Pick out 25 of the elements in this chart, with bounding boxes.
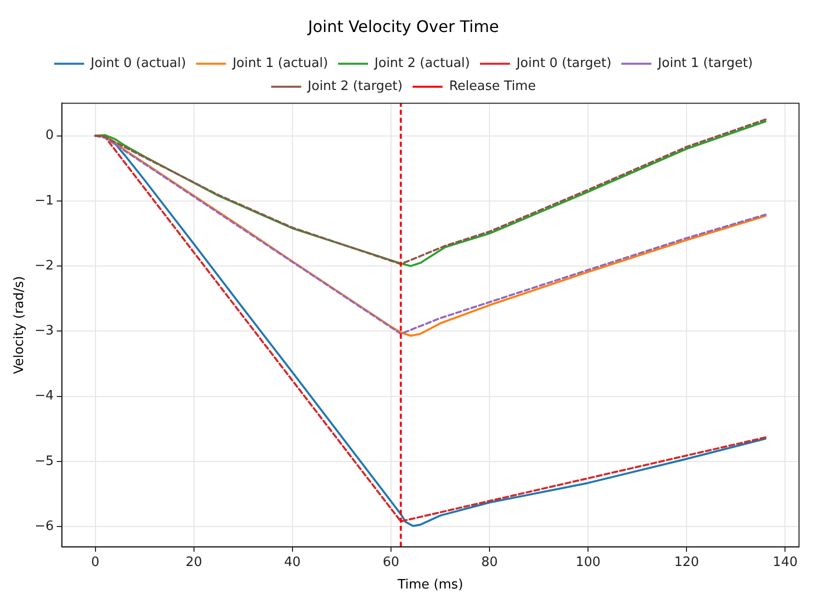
legend-label: Joint 2 (target) [306,79,403,94]
x-axis-title: Time (ms) [396,578,464,593]
x-tick-label: 100 [576,554,600,570]
x-tick-label: 80 [481,554,498,570]
y-axis-title: Velocity (rad/s) [12,276,28,374]
legend-label: Joint 1 (target) [656,56,753,72]
y-tick-label: −2 [34,258,54,274]
y-tick-label: −4 [34,388,54,404]
y-tick-label: −6 [34,518,54,534]
x-tick-label: 120 [674,554,700,570]
x-tick-label: 140 [772,554,798,570]
y-tick-label: −1 [34,193,54,208]
legend-label: Joint 1 (actual) [232,56,328,72]
x-tick-label: 20 [186,554,202,570]
y-tick-label: −3 [34,324,54,339]
y-tick-label: −5 [34,454,54,469]
legend-label: Joint 0 (actual) [90,56,186,72]
y-tick-label: 0 [45,128,54,144]
x-tick-label: 60 [382,554,400,570]
x-tick-label: 40 [284,554,301,570]
legend-label: Joint 2 (actual) [374,56,470,72]
x-tick-label: 0 [91,554,100,570]
legend-label: Joint 0 (target) [515,56,612,72]
chart-title: Joint Velocity Over Time [306,16,500,36]
legend-label: Release Time [449,79,536,94]
